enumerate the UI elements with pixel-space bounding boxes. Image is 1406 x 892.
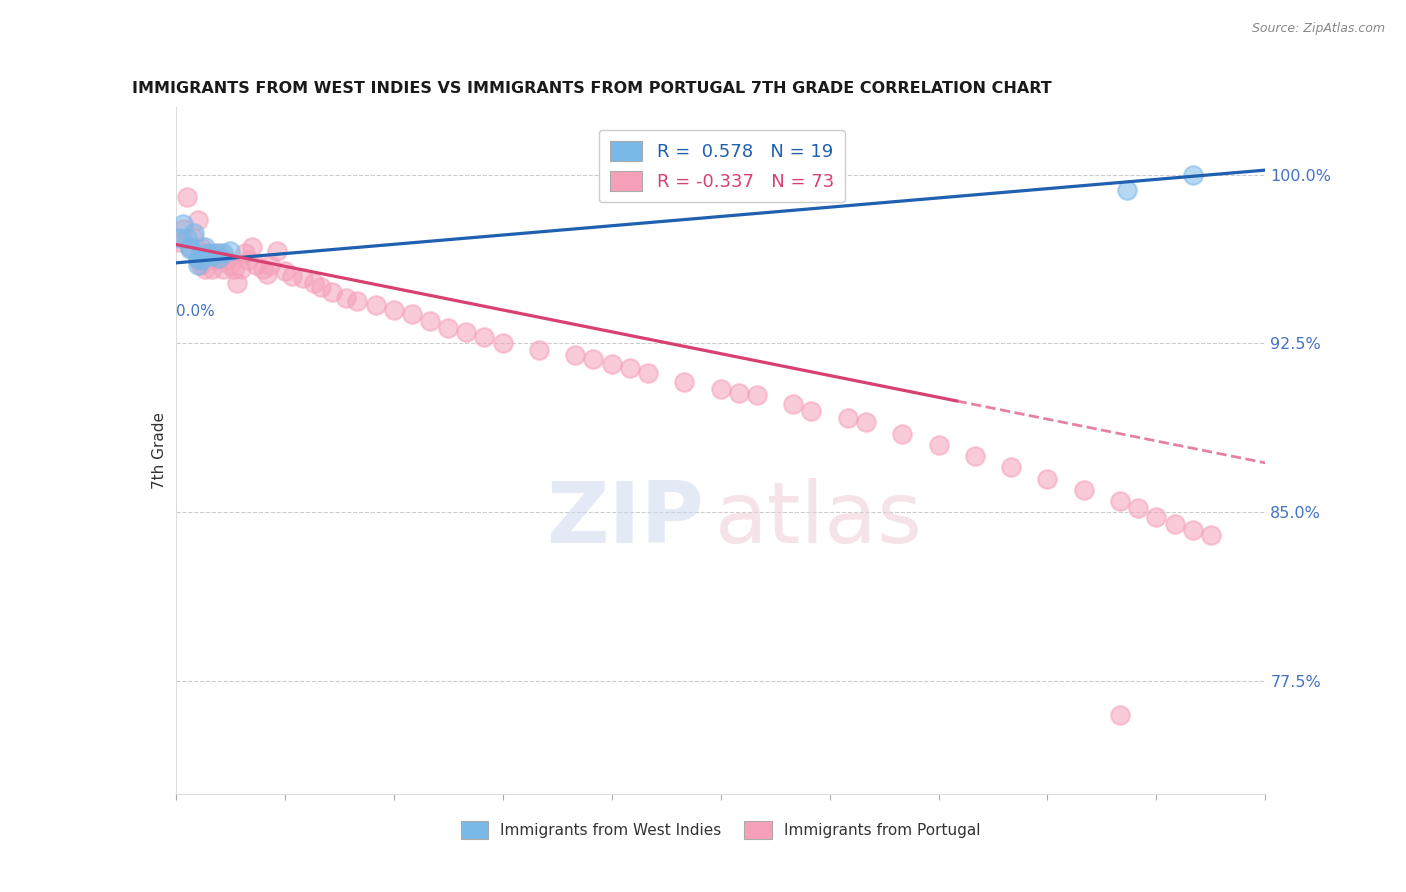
Point xyxy=(183,226,205,240)
Point xyxy=(186,258,209,272)
Point xyxy=(321,285,343,299)
Point xyxy=(256,267,278,281)
Point xyxy=(172,217,194,231)
Point xyxy=(1036,472,1059,486)
Text: ZIP: ZIP xyxy=(547,477,704,561)
Point xyxy=(274,264,297,278)
Point xyxy=(176,230,198,244)
Point xyxy=(219,258,242,272)
Point xyxy=(252,262,274,277)
Point xyxy=(212,262,235,277)
Point xyxy=(208,251,231,265)
Point xyxy=(963,449,986,463)
Point xyxy=(527,343,550,358)
Point xyxy=(928,438,950,452)
Point xyxy=(169,235,191,249)
Point xyxy=(492,336,515,351)
Text: 0.0%: 0.0% xyxy=(176,304,215,319)
Point xyxy=(194,262,217,277)
Point xyxy=(186,212,209,227)
Point xyxy=(201,262,224,277)
Point xyxy=(800,404,823,418)
Point xyxy=(727,386,749,401)
Point xyxy=(226,276,249,290)
Point xyxy=(1163,516,1185,531)
Y-axis label: 7th Grade: 7th Grade xyxy=(152,412,167,489)
Point xyxy=(855,415,877,429)
Point xyxy=(186,251,209,265)
Point xyxy=(231,262,253,277)
Text: Source: ZipAtlas.com: Source: ZipAtlas.com xyxy=(1251,22,1385,36)
Point xyxy=(1116,183,1139,197)
Point xyxy=(302,276,325,290)
Point xyxy=(419,314,441,328)
Point xyxy=(1000,460,1022,475)
Point xyxy=(259,258,281,272)
Point xyxy=(201,249,224,263)
Point xyxy=(190,240,212,254)
Point xyxy=(364,298,387,312)
Point xyxy=(197,251,219,265)
Point xyxy=(1073,483,1095,497)
Point xyxy=(456,325,478,339)
Point xyxy=(233,246,256,260)
Point xyxy=(782,397,804,411)
Point xyxy=(745,388,768,402)
Point xyxy=(190,253,212,268)
Point xyxy=(1109,494,1132,508)
Point xyxy=(238,253,260,268)
Point xyxy=(179,240,201,254)
Point xyxy=(1128,500,1150,515)
Point xyxy=(382,302,405,317)
Point xyxy=(212,246,235,260)
Point xyxy=(1181,168,1204,182)
Point xyxy=(582,352,605,367)
Point xyxy=(673,375,696,389)
Point xyxy=(1181,524,1204,538)
Point xyxy=(266,244,288,259)
Point xyxy=(240,240,263,254)
Point xyxy=(346,293,368,308)
Point xyxy=(194,246,217,260)
Point xyxy=(1199,528,1222,542)
Point xyxy=(204,253,226,268)
Point xyxy=(194,240,217,254)
Point xyxy=(1109,708,1132,723)
Point xyxy=(197,246,219,260)
Point xyxy=(190,249,212,263)
Point xyxy=(219,244,242,259)
Point xyxy=(169,230,191,244)
Point xyxy=(281,268,304,283)
Point xyxy=(309,280,332,294)
Point xyxy=(222,262,245,277)
Point xyxy=(637,366,659,380)
Point xyxy=(619,361,641,376)
Legend: Immigrants from West Indies, Immigrants from Portugal: Immigrants from West Indies, Immigrants … xyxy=(454,814,987,845)
Point xyxy=(179,240,201,254)
Point xyxy=(208,246,231,260)
Point xyxy=(190,258,212,272)
Point xyxy=(291,271,314,285)
Point xyxy=(891,426,914,441)
Text: atlas: atlas xyxy=(716,477,924,561)
Point xyxy=(837,410,859,425)
Point xyxy=(474,330,496,344)
Point xyxy=(564,348,586,362)
Point xyxy=(179,242,201,256)
Point xyxy=(710,382,733,396)
Point xyxy=(245,258,267,272)
Point xyxy=(176,190,198,204)
Point xyxy=(201,246,224,260)
Point xyxy=(600,357,623,371)
Point xyxy=(1146,509,1168,524)
Point xyxy=(172,221,194,235)
Point xyxy=(215,253,238,268)
Point xyxy=(186,253,209,268)
Point xyxy=(204,246,226,260)
Point xyxy=(401,307,423,321)
Text: IMMIGRANTS FROM WEST INDIES VS IMMIGRANTS FROM PORTUGAL 7TH GRADE CORRELATION CH: IMMIGRANTS FROM WEST INDIES VS IMMIGRANT… xyxy=(132,81,1052,96)
Point xyxy=(335,292,357,306)
Point xyxy=(183,230,205,244)
Point xyxy=(437,320,460,334)
